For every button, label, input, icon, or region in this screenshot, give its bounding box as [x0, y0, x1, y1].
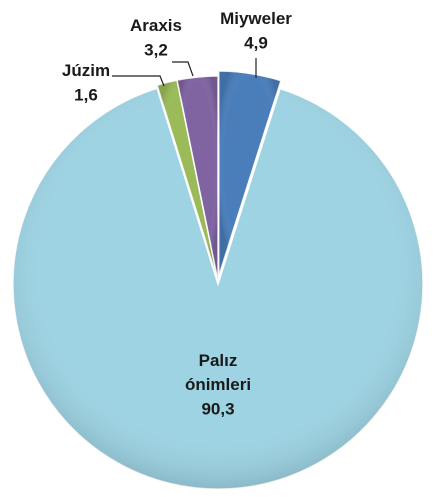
category-label: Palız ónimleri	[185, 351, 251, 394]
slices	[12, 70, 424, 490]
label-line: Júzim	[62, 61, 110, 80]
value-label: 4,9	[244, 33, 268, 52]
slice-shade	[177, 76, 218, 281]
category-label: Araxis	[130, 16, 182, 35]
label-line: Miyweler	[220, 9, 292, 28]
category-label: Miyweler	[220, 9, 292, 28]
value-label: 1,6	[74, 85, 98, 104]
label-line: ónimleri	[185, 375, 251, 394]
label-line: Araxis	[130, 16, 182, 35]
slice-shade	[157, 80, 218, 281]
value-label: 90,3	[201, 399, 234, 418]
value-label: 3,2	[144, 40, 168, 59]
slice-shade	[12, 88, 423, 490]
category-label: Júzim	[62, 61, 110, 80]
slice-shade	[218, 71, 281, 277]
labels: Miyweler 4,9 Palız ónimleri 90,3 Júzim 1,6 Arax…	[62, 9, 292, 418]
leader-line	[172, 61, 194, 77]
label-line: Palız	[199, 351, 238, 370]
leader-line	[112, 75, 165, 87]
